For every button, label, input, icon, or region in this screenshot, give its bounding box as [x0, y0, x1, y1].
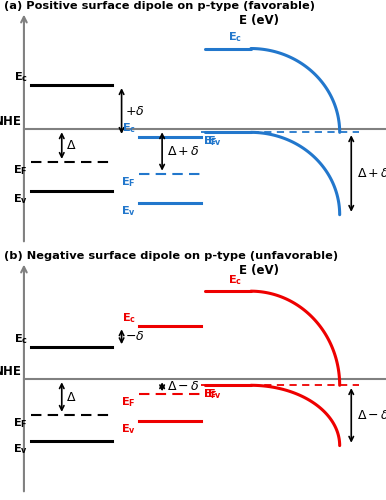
- Text: $\mathbf{E_F}$: $\mathbf{E_F}$: [203, 134, 217, 148]
- Text: (a) Positive surface dipole on p-type (favorable): (a) Positive surface dipole on p-type (f…: [4, 1, 315, 11]
- Text: $\mathbf{E_v}$: $\mathbf{E_v}$: [121, 204, 136, 218]
- Text: $\mathbf{E_F}$: $\mathbf{E_F}$: [203, 388, 217, 402]
- Text: $\mathbf{E_v}$: $\mathbf{E_v}$: [207, 387, 222, 400]
- Text: $-\delta$: $-\delta$: [125, 330, 145, 344]
- Text: $\mathbf{E_v}$: $\mathbf{E_v}$: [207, 134, 222, 147]
- Text: E (eV): E (eV): [239, 14, 279, 26]
- Text: $\Delta - \delta$: $\Delta - \delta$: [357, 409, 386, 422]
- Text: $\mathbf{E_v}$: $\mathbf{E_v}$: [13, 442, 28, 456]
- Text: $\Delta - \delta$: $\Delta - \delta$: [167, 380, 200, 394]
- Text: $\mathbf{E_c}$: $\mathbf{E_c}$: [14, 70, 28, 84]
- Text: $\mathbf{E_c}$: $\mathbf{E_c}$: [14, 332, 28, 345]
- Text: $\mathbf{E_F}$: $\mathbf{E_F}$: [13, 163, 28, 177]
- Text: $\mathbf{E_v}$: $\mathbf{E_v}$: [121, 422, 136, 436]
- Text: NHE: NHE: [0, 365, 22, 378]
- Text: $\Delta + \delta$: $\Delta + \delta$: [357, 167, 386, 180]
- Text: (b) Negative surface dipole on p-type (unfavorable): (b) Negative surface dipole on p-type (u…: [4, 251, 338, 261]
- Text: $\mathbf{E_c}$: $\mathbf{E_c}$: [228, 273, 242, 287]
- Text: $\Delta + \delta$: $\Delta + \delta$: [167, 145, 200, 158]
- Text: $\mathbf{E_F}$: $\mathbf{E_F}$: [121, 175, 136, 189]
- Text: $\Delta$: $\Delta$: [66, 390, 77, 404]
- Text: $+\delta$: $+\delta$: [125, 104, 145, 118]
- Text: $\mathbf{E_c}$: $\mathbf{E_c}$: [122, 311, 136, 325]
- Text: $\mathbf{E_c}$: $\mathbf{E_c}$: [122, 122, 136, 136]
- Text: E (eV): E (eV): [239, 264, 279, 277]
- Text: NHE: NHE: [0, 115, 22, 128]
- Text: $\mathbf{E_v}$: $\mathbf{E_v}$: [13, 192, 28, 206]
- Text: $\Delta$: $\Delta$: [66, 139, 77, 152]
- Text: $\mathbf{E_F}$: $\mathbf{E_F}$: [121, 396, 136, 409]
- Text: $\mathbf{E_F}$: $\mathbf{E_F}$: [13, 416, 28, 430]
- Text: $\mathbf{E_c}$: $\mathbf{E_c}$: [228, 30, 242, 44]
